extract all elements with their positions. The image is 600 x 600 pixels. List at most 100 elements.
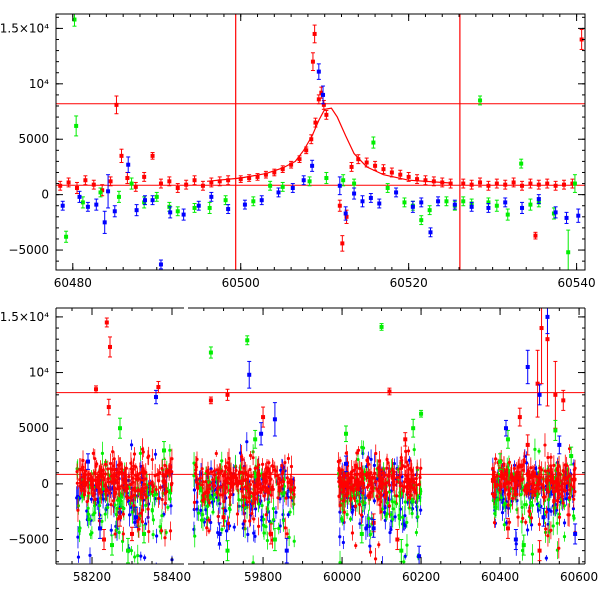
blue-point-1 <box>77 194 82 199</box>
green-point-36 <box>528 202 533 207</box>
green-cluster-point <box>133 555 137 559</box>
red-cluster-point <box>350 531 355 535</box>
green-point-7 <box>142 200 147 205</box>
red-cluster-point <box>137 527 141 531</box>
blue-cluster-point <box>129 443 134 447</box>
red-cluster-point <box>131 467 135 471</box>
red-cluster-point <box>141 489 145 493</box>
blue-point-37 <box>469 204 474 209</box>
red-cluster-point <box>147 530 151 534</box>
green-cluster-point <box>211 510 215 514</box>
red-cluster-point <box>543 443 547 447</box>
red-point-41 <box>344 214 349 219</box>
blue-point-28 <box>360 199 365 204</box>
red-cluster-point <box>109 503 113 507</box>
red-cluster-point <box>409 493 413 498</box>
blue-point-19 <box>276 190 281 195</box>
blue-cluster-point <box>547 507 551 512</box>
green-point-17 <box>307 179 312 184</box>
red-cluster-point <box>225 479 229 483</box>
red-cluster-point <box>281 470 285 474</box>
green-point-2 <box>74 123 79 128</box>
red-cluster-point <box>377 543 381 547</box>
red-cluster-point <box>150 457 154 462</box>
red-cluster-point <box>86 477 90 481</box>
red-cluster-point <box>346 471 350 475</box>
red-cluster-point <box>144 477 148 481</box>
red-cluster-point <box>557 546 561 550</box>
red-cluster-point <box>134 477 138 481</box>
red-point-5 <box>100 188 105 193</box>
green-point-25 <box>419 218 424 223</box>
red-cluster-point <box>113 532 117 536</box>
blue-cluster-point <box>562 521 567 525</box>
green-cluster-point <box>277 526 281 531</box>
red-cluster-point <box>573 477 577 481</box>
red-cluster-point <box>561 501 565 505</box>
blue-cluster-point <box>224 509 228 513</box>
blue-cluster-point <box>253 507 258 511</box>
x-tick-label-0: 58200 <box>73 570 111 584</box>
green-point-0 <box>64 234 69 239</box>
red-cluster-point <box>211 478 215 482</box>
season-cluster-2 <box>336 440 423 564</box>
red-cluster-point <box>169 483 174 487</box>
green-cluster-point <box>97 504 102 508</box>
red-cluster-point <box>493 493 497 497</box>
red-cluster-point <box>158 485 162 490</box>
blue-cluster-point <box>350 504 355 508</box>
green-cluster-point <box>502 503 506 507</box>
red-cluster-point <box>565 463 569 468</box>
red-cluster-point <box>369 483 373 487</box>
green-cluster-point <box>387 490 391 494</box>
red-cluster-point <box>365 459 369 463</box>
red-cluster-point <box>104 489 108 493</box>
red-point-68 <box>562 182 567 187</box>
green-cluster-point <box>114 512 119 517</box>
red-cluster-point <box>490 492 495 496</box>
green-point-19 <box>341 178 346 183</box>
red-cluster-point <box>337 466 341 470</box>
blue-point-31 <box>394 190 399 195</box>
red-cluster-point <box>343 481 347 485</box>
blue-cluster-point <box>192 488 197 492</box>
red-cluster-point <box>344 451 348 455</box>
blue-point-15 <box>209 194 214 199</box>
red-cluster-point <box>121 512 125 516</box>
red-point-19 <box>209 180 214 185</box>
blue-cluster-point <box>133 520 137 524</box>
red-cluster-point <box>567 447 572 451</box>
red-cluster-point <box>127 475 131 479</box>
red-point-70 <box>579 37 584 42</box>
red-point-6 <box>130 531 134 536</box>
red-cluster-point <box>345 484 349 488</box>
green-cluster-point <box>90 531 94 535</box>
blue-cluster-point <box>571 507 575 511</box>
red-point-51 <box>423 178 428 183</box>
green-cluster-point <box>119 499 123 503</box>
top-panel: 60480 60500 60520 60540 −5000 0 5000 10⁴ 1.5×10⁴ <box>0 13 596 290</box>
red-point-11 <box>142 174 147 179</box>
blue-point-4 <box>102 220 107 225</box>
red-cluster-point <box>533 493 537 497</box>
red-cluster-point <box>564 476 569 481</box>
red-cluster-point <box>518 475 522 479</box>
red-cluster-point <box>374 451 378 456</box>
red-point-18 <box>539 326 544 331</box>
red-cluster-point <box>134 489 138 493</box>
green-cluster-point <box>340 519 344 523</box>
red-cluster-point <box>546 534 550 538</box>
blue-cluster-point <box>500 511 505 515</box>
red-cluster-point <box>97 519 102 523</box>
green-cluster-point <box>282 518 286 523</box>
blue-point-7 <box>217 531 222 536</box>
red-cluster-point <box>163 536 167 540</box>
red-cluster-point <box>379 468 383 472</box>
blue-cluster-point <box>266 497 270 501</box>
green-point-6 <box>129 181 134 186</box>
red-cluster-point <box>359 474 363 479</box>
red-cluster-point <box>83 483 87 487</box>
red-cluster-point <box>543 469 547 473</box>
green-cluster-point <box>271 517 276 522</box>
blue-point-5 <box>106 189 111 194</box>
